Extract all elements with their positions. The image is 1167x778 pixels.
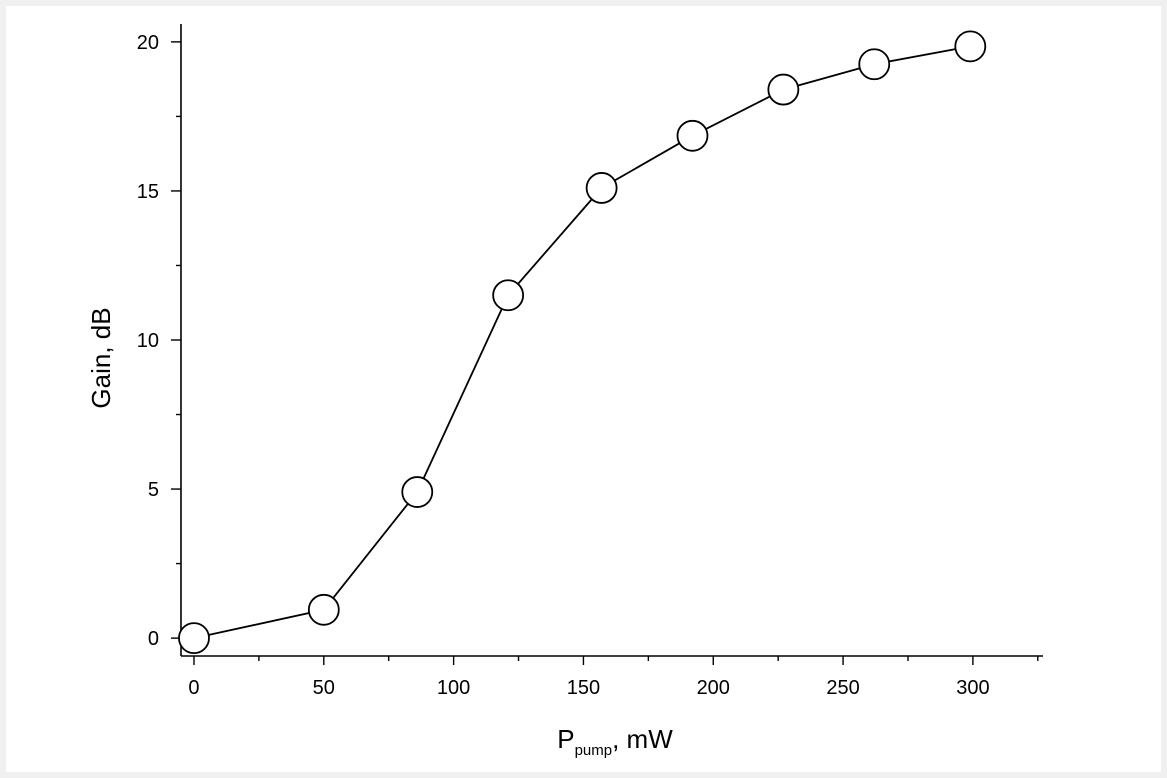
axes — [180, 24, 1043, 657]
y-axis-title: Gain, dB — [86, 307, 116, 408]
y-tick-label: 10 — [137, 330, 159, 352]
series-line — [193, 45, 971, 639]
data-point — [401, 476, 434, 508]
data-point — [492, 279, 525, 312]
x-axis-title: Ppump, mW — [557, 724, 673, 759]
x-tick-label: 250 — [826, 677, 859, 699]
ticks: 0 50 100 150 200 250 300 0 5 10 15 20 — [137, 32, 1039, 699]
x-tick-label: 150 — [567, 677, 600, 699]
data-point — [585, 172, 618, 204]
x-axis-title-main: P — [557, 724, 574, 754]
data-point — [858, 48, 891, 81]
y-tick-label: 0 — [148, 628, 159, 650]
x-axis-title-subscript: pump — [575, 742, 613, 759]
x-tick-label: 100 — [437, 677, 470, 699]
data-point — [178, 622, 210, 655]
x-tick-label: 300 — [956, 677, 989, 699]
data-point — [307, 593, 340, 626]
data-point — [954, 30, 987, 63]
series-layer — [178, 30, 987, 655]
data-point — [676, 119, 709, 152]
y-tick-label: 15 — [137, 181, 159, 203]
x-tick-label: 0 — [188, 677, 199, 699]
x-tick-label: 200 — [697, 677, 730, 699]
y-tick-label: 20 — [137, 32, 159, 54]
y-tick-label: 5 — [148, 479, 159, 501]
x-tick-label: 50 — [313, 677, 335, 699]
data-point — [767, 73, 800, 106]
x-axis-title-suffix: , mW — [612, 724, 673, 754]
